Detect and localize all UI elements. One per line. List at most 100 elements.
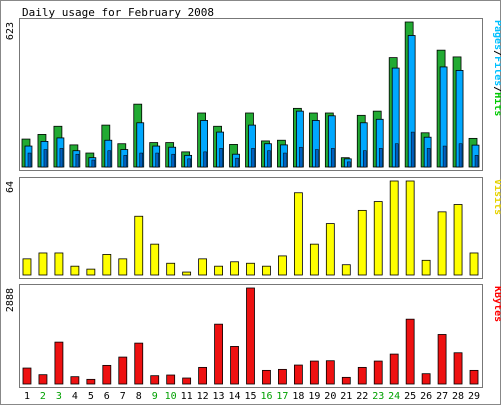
x-tick-label: 18 [292, 391, 304, 402]
bar-visits [421, 259, 431, 276]
bar-visits [150, 243, 160, 276]
bar-visits [357, 209, 367, 276]
legend-label: / [492, 86, 501, 92]
bar-kbytes [118, 356, 128, 385]
bar-kbytes [262, 369, 271, 385]
bar-kbytes [166, 374, 176, 385]
bar-kbytes [150, 375, 160, 385]
x-tick-label: 1 [24, 391, 30, 402]
bar-pages [251, 148, 255, 168]
panel-legend-kbytes: KBytes [492, 286, 501, 322]
bar-kbytes [421, 373, 431, 385]
bar-pages [426, 148, 431, 168]
x-tick-label: 13 [213, 391, 225, 402]
bar-visits [230, 261, 239, 276]
bar-kbytes [38, 374, 48, 385]
bar-visits [246, 262, 255, 276]
legend-label: / [492, 50, 501, 56]
legend-label: Hits [492, 92, 501, 116]
legend-label: Files [492, 56, 501, 86]
bar-kbytes [230, 346, 239, 385]
bar-visits [198, 258, 208, 276]
bar-pages [139, 152, 144, 168]
bar-visits [38, 252, 48, 276]
bar-pages [171, 153, 175, 168]
x-tick-label: 7 [120, 391, 126, 402]
bar-visits [134, 215, 144, 276]
x-tick-label: 28 [452, 391, 464, 402]
panel-max-label-visits: 64 [5, 181, 16, 193]
bar-kbytes [214, 323, 223, 385]
bar-kbytes [278, 368, 287, 385]
x-tick-label: 14 [229, 391, 241, 402]
bar-kbytes [437, 334, 447, 385]
bar-kbytes [389, 353, 399, 385]
panel-max-label-kbytes: 2888 [5, 288, 16, 312]
panel-max-label-hits-files-pages: 623 [5, 22, 16, 40]
x-tick-label: 21 [340, 391, 352, 402]
bar-pages [235, 157, 239, 168]
bar-kbytes [453, 352, 463, 385]
bar-visits [453, 204, 463, 276]
bar-visits [70, 265, 80, 276]
x-tick-label: 6 [104, 391, 110, 402]
bar-visits [22, 258, 32, 276]
bar-visits [373, 201, 383, 276]
bar-kbytes [198, 366, 208, 385]
bar-visits [325, 223, 335, 276]
bar-kbytes [86, 378, 96, 385]
x-tick-label: 26 [420, 391, 432, 402]
bar-pages [378, 148, 383, 168]
x-tick-label: 9 [152, 391, 158, 402]
bar-visits [86, 268, 96, 276]
bar-pages [75, 153, 80, 168]
bar-visits [54, 252, 64, 276]
bar-kbytes [469, 369, 479, 385]
bar-visits [182, 271, 192, 276]
bar-pages [187, 158, 191, 168]
x-tick-label: 20 [324, 391, 336, 402]
bar-pages [91, 159, 96, 168]
x-tick-label: 19 [308, 391, 320, 402]
bar-pages [331, 148, 335, 168]
bar-pages [43, 149, 48, 168]
x-tick-label: 2 [40, 391, 46, 402]
bar-kbytes [325, 360, 335, 385]
x-tick-label: 3 [56, 391, 62, 402]
bar-visits [118, 258, 128, 276]
bar-kbytes [293, 364, 303, 385]
bar-pages [458, 143, 463, 168]
bar-kbytes [246, 287, 255, 385]
x-tick-label: 29 [468, 391, 480, 402]
x-tick-label: 15 [244, 391, 256, 402]
x-tick-label: 16 [260, 391, 272, 402]
x-tick-label: 11 [181, 391, 193, 402]
x-tick-label: 5 [88, 391, 94, 402]
x-tick-label: 8 [136, 391, 142, 402]
bar-visits [166, 262, 176, 276]
bar-kbytes [70, 376, 80, 385]
bar-visits [405, 180, 415, 276]
bar-kbytes [134, 342, 144, 385]
bar-visits [469, 252, 479, 276]
legend-label: KBytes [492, 286, 501, 322]
panel-frame-visits [19, 177, 483, 279]
bar-kbytes [405, 318, 415, 385]
bar-visits [278, 255, 287, 276]
bar-kbytes [341, 376, 351, 385]
bar-visits [214, 265, 223, 276]
x-tick-label: 25 [404, 391, 416, 402]
panel-legend-hits-files-pages: Pages/Files/Hits [492, 20, 501, 116]
bar-kbytes [309, 360, 319, 385]
bar-pages [474, 155, 479, 168]
bar-pages [347, 161, 351, 168]
bar-pages [267, 150, 271, 168]
bar-pages [27, 152, 32, 168]
chart-title: Daily usage for February 2008 [22, 6, 214, 19]
bar-pages [219, 148, 223, 168]
bar-visits [262, 265, 271, 276]
bar-pages [299, 146, 303, 168]
x-tick-label: 12 [197, 391, 209, 402]
bar-visits [389, 180, 399, 276]
